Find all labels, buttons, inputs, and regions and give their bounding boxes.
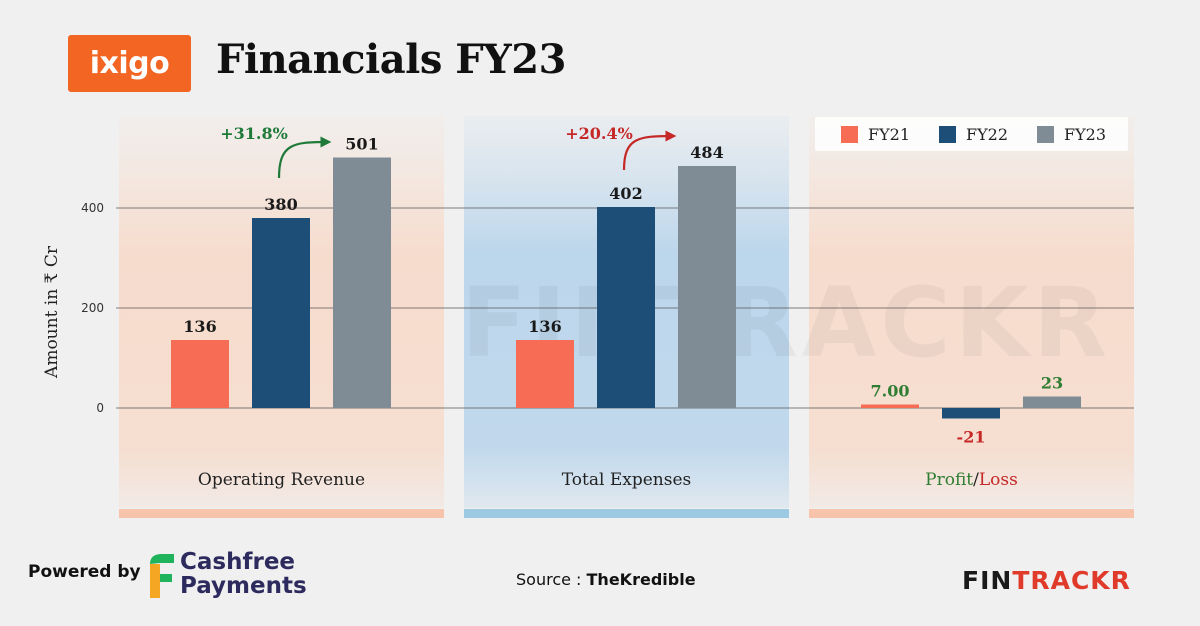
value-labels: 136 380 501 Operating Revenue 136 402 484 Total… (183, 135, 1063, 491)
bar-3-FY21 (861, 404, 919, 408)
value-label: 484 (690, 143, 723, 162)
bar-3-FY22 (942, 408, 1000, 419)
bar-1-FY23 (333, 157, 391, 408)
growth-arrow (622, 130, 677, 171)
legend-label: FY23 (1064, 125, 1106, 144)
ixigo-logo: ixigo (68, 35, 191, 92)
y-axis-label: Amount in ₹ Cr (42, 245, 62, 379)
bar-1-FY22 (252, 218, 310, 408)
legend-label: FY22 (966, 125, 1008, 144)
cashfree-icon (150, 554, 174, 598)
y-tick-label: 200 (81, 301, 104, 315)
legend-label: FY21 (868, 125, 910, 144)
value-label: 7.00 (871, 382, 910, 401)
powered-by-label: Powered by (28, 562, 141, 582)
source: Source : TheKredible (516, 570, 696, 589)
growth-label: +31.8% (220, 124, 288, 143)
growth-arrow (277, 136, 332, 179)
panel-strip-3 (809, 509, 1134, 518)
category-label: Operating Revenue (198, 470, 365, 490)
category-label: Profit/Loss (925, 470, 1018, 490)
legend-swatch-FY22 (939, 126, 956, 143)
source-name: TheKredible (586, 570, 696, 589)
logo-text: ixigo (89, 46, 170, 81)
legend: FY21 FY22 FY23 (815, 117, 1128, 151)
value-label: 23 (1041, 374, 1063, 393)
fintrackr-logo: FINTRACKR (962, 566, 1131, 595)
panel-3 (809, 116, 1134, 508)
cashfree-line1: Cashfree (180, 549, 296, 575)
bar-2-FY23 (678, 166, 736, 408)
source-label: Source : (516, 570, 587, 589)
legend-swatch-FY23 (1037, 126, 1054, 143)
bar-2-FY21 (516, 340, 574, 408)
category-label-part: Loss (979, 470, 1018, 490)
category-label: Total Expenses (562, 470, 691, 490)
bar-1-FY21 (171, 340, 229, 408)
bar-3-FY23 (1023, 396, 1081, 408)
brand-part1: FIN (962, 566, 1013, 595)
value-label: -21 (957, 428, 986, 447)
category-label-part: / (973, 470, 979, 490)
value-label: 136 (183, 317, 216, 336)
value-label: 402 (609, 184, 642, 203)
bar-2-FY22 (597, 207, 655, 408)
panel-strip-1 (119, 509, 444, 518)
page-title: Financials FY23 (216, 36, 566, 83)
legend-swatch-FY21 (841, 126, 858, 143)
cashfree-wordmark: Cashfree Payments (180, 550, 307, 598)
growth-annotations: +31.8% +20.4% (220, 124, 677, 179)
panel-strip-2 (464, 509, 789, 518)
growth-label: +20.4% (565, 124, 633, 143)
value-label: 380 (264, 195, 297, 214)
value-label: 501 (345, 135, 378, 154)
cashfree-line2: Payments (180, 573, 307, 599)
y-tick-label: 0 (96, 401, 104, 415)
value-label: 136 (528, 317, 561, 336)
brand-part2: TRACKR (1012, 566, 1131, 595)
category-label-part: Profit (925, 470, 973, 490)
bars (171, 157, 1081, 419)
y-tick-label: 400 (81, 201, 104, 215)
